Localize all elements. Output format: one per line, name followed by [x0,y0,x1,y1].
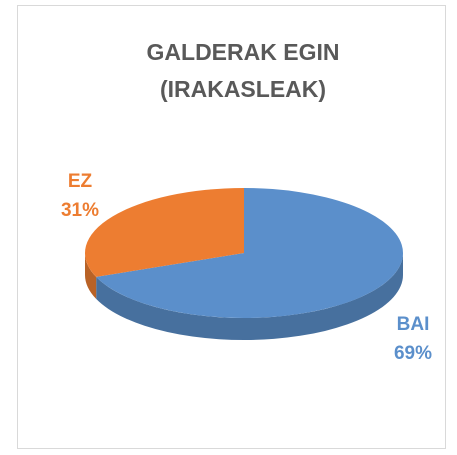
chart-frame [17,5,446,449]
pie-slice [96,188,403,319]
chart-title: GALDERAK EGIN (IRAKASLEAK) [146,39,340,102]
pie-slice-side [96,253,404,340]
data-label-value: 69% [394,343,432,364]
data-label-category: EZ [68,171,93,192]
pie-slice-side [85,253,97,299]
data-label-value: 31% [61,200,99,221]
data-label-category: BAI [397,314,430,335]
pie-slice [84,188,245,277]
